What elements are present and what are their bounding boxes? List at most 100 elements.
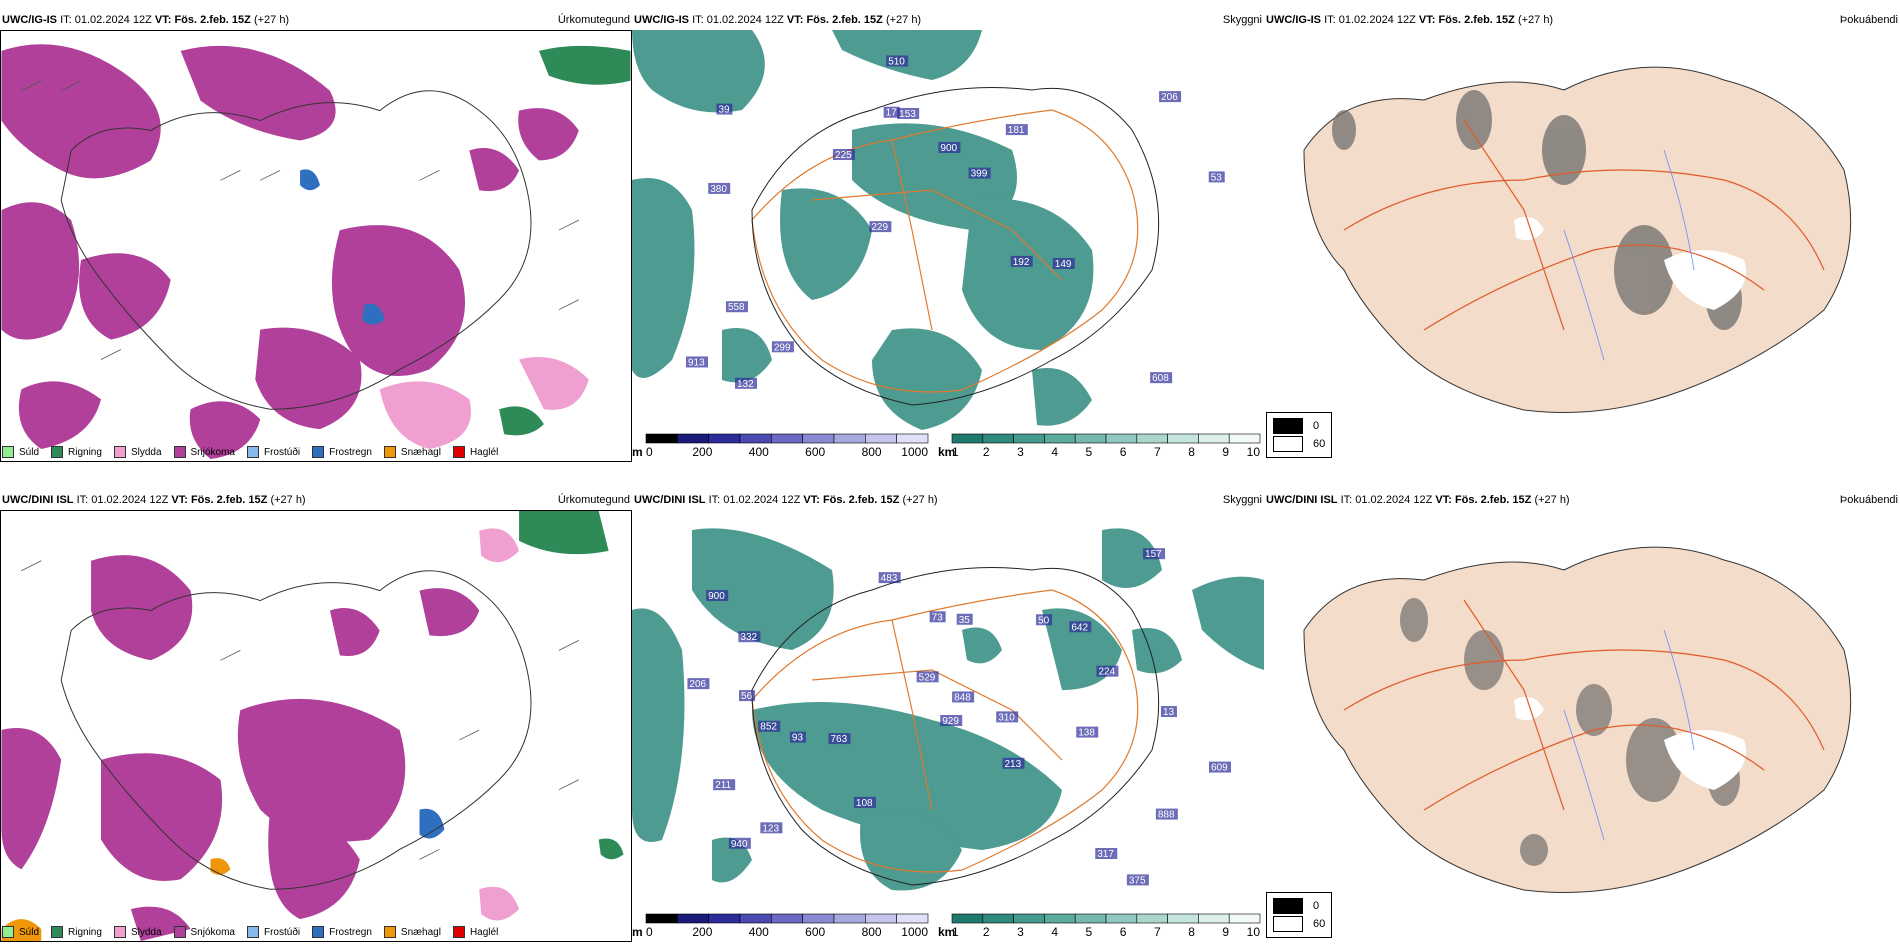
legend-swatch [452,446,465,458]
visibility-map: 375 852 213 900 888 332 123 763 642 73 50 317 108 483… [632,510,1264,910]
visibility-value: 852 [760,722,777,733]
colorbar-cell [896,433,929,444]
visibility-colorbar-m: m 0 200 400 600 800 1000 [632,912,932,940]
fog-legend-row: 0 [1273,897,1325,915]
panel-header: UWC/IG-IS IT: 01.02.2024 12Z VT: Fös. 2.… [1264,12,1900,28]
m-colorbar-svg: m 0 200 400 600 800 1000 [632,913,929,939]
fog-legend-label: 60 [1313,438,1326,450]
visibility-label-bg [771,341,794,353]
roads [751,589,1139,873]
visibility-panel-top: UWC/IG-IS IT: 01.02.2024 12Z VT: Fös. 2.… [632,12,1264,464]
colorbar-tick: 200 [692,925,712,939]
visibility-value: 609 [1211,763,1228,774]
vt-label: VT: [1435,494,1452,506]
precip-panel-top: UWC/IG-IS IT: 01.02.2024 12Z VT: Fös. 2.… [0,12,632,464]
panel-title: Skyggni [1222,494,1262,506]
fog-panel-top: UWC/IG-IS IT: 01.02.2024 12Z VT: Fös. 2.… [1264,12,1900,464]
vt-label: VT: [1418,14,1436,26]
visibility-value: 39 [718,105,730,116]
valid-time: Fös. 2.feb. 15Z [190,494,268,506]
colorbar-cell [896,913,929,924]
visibility-value: 763 [830,734,847,745]
visibility-value: 138 [1078,728,1095,739]
legend-swatch [383,446,396,458]
legend-item: Frostregn [312,446,372,458]
visibility-value: 310 [998,712,1015,723]
visibility-value: 229 [871,222,888,233]
visibility-label-bg [938,141,961,153]
visibility-value: 380 [710,184,727,195]
fog-legend-swatch [1273,436,1303,452]
colorbar-tick: 600 [805,925,825,939]
visibility-label-bg [760,822,783,834]
colorbar-cell [951,433,984,444]
fog-legend-row: 60 [1273,435,1325,453]
visibility-value: 940 [731,839,748,850]
colorbar-tick: 1000 [901,925,928,939]
visibility-label-bg [996,711,1019,723]
legend-label: Frostregn [329,446,372,458]
colorbar-tick: 800 [862,445,882,459]
visibility-panel-bottom: UWC/DINI ISL IT: 01.02.2024 12Z VT: Fös.… [632,492,1264,944]
visibility-value: 399 [971,169,988,180]
visibility-label-bg [713,779,736,791]
legend-label: Snjókoma [190,446,235,458]
init-time: 01.02.2024 12Z [706,14,784,26]
visibility-label-bg [1159,91,1182,103]
colorbar-cell [1228,913,1261,924]
colorbar-cell [802,433,835,444]
legend-label: Frostúði [263,446,301,458]
it-label: IT: [692,14,704,26]
colorbar-tick: 1 [952,445,959,459]
precip-map [0,30,632,462]
visibility-label-bg [1005,124,1028,136]
visibility-value: 56 [741,691,753,702]
visibility-value: 13 [1163,707,1175,718]
colorbar-cell [833,913,866,924]
colorbar-cell [708,913,741,924]
visibility-value: 848 [954,692,971,703]
iceland-outline [751,87,1160,406]
visibility-label-bg [716,103,733,115]
legend-item: Haglél [452,446,498,458]
panel-header: UWC/DINI ISL IT: 01.02.2024 12Z VT: Fös.… [632,492,1264,508]
visibility-value: 93 [792,733,804,744]
legend-item: Haglél [452,926,498,938]
init-time: 01.02.2024 12Z [74,14,152,26]
model-name: UWC/IG-IS [634,14,689,26]
colorbar-tick: 5 [1086,445,1093,459]
fog-legend-label: 60 [1313,918,1326,930]
it-label: IT: [76,494,89,506]
legend-swatch [173,926,186,938]
legend-item: Súld [2,446,39,458]
visibility-label-bg [758,720,781,732]
visibility-value: 206 [689,679,706,690]
fog-legend-row: 0 [1273,417,1325,435]
colorbar-tick: 2 [983,445,990,459]
visibility-colorbar-km: km 1 2 3 4 5 6 7 8 9 10 [938,912,1264,940]
visibility-label-bg [708,182,731,194]
vt-label: VT: [786,14,804,26]
visibility-value: 608 [1152,373,1169,384]
lead-time: (+27 h) [885,14,922,26]
legend-label: Rigning [68,446,102,458]
colorbar-cell [708,433,741,444]
visibility-value: 510 [888,56,905,67]
fog-panel-bottom: UWC/DINI ISL IT: 01.02.2024 12Z VT: Fös.… [1264,492,1900,944]
colorbar-tick: 7 [1154,445,1161,459]
visibility-value: 929 [942,716,959,727]
legend-label: Snjókoma [190,926,235,938]
lead-time: (+27 h) [1517,14,1554,26]
visibility-value: 224 [1098,667,1115,678]
colorbar-unit: km [938,445,955,459]
legend-item: Frostúði [246,926,300,938]
visibility-value: 53 [1211,172,1223,183]
colorbar-cell [865,913,897,924]
colorbar-tick: 4 [1051,925,1058,939]
fog-legend-label: 0 [1313,420,1320,432]
colorbar-cell [951,913,984,924]
visibility-label-bg [1150,372,1173,384]
colorbar-tick: 7 [1154,925,1161,939]
iceland-land [1303,546,1852,893]
iceland-land [1303,66,1852,413]
